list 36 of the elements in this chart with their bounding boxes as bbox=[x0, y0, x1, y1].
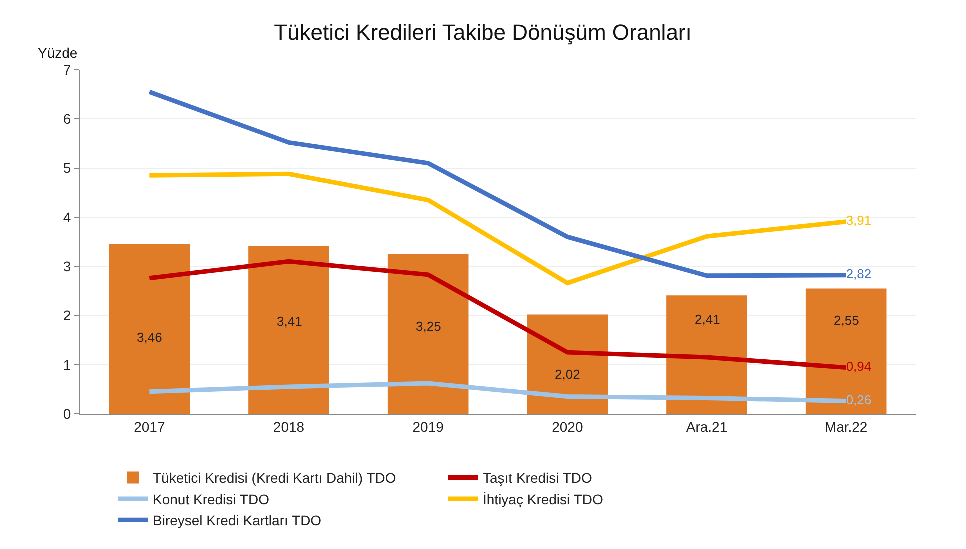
y-tick-label: 7 bbox=[63, 62, 72, 78]
data-label: 2,55 bbox=[834, 313, 860, 328]
y-tick-label: 5 bbox=[63, 160, 72, 176]
y-tick-label: 6 bbox=[63, 111, 72, 128]
data-label: 2,82 bbox=[846, 266, 872, 282]
bar bbox=[388, 254, 469, 414]
legend-label: Konut Kredisi TDO bbox=[153, 491, 270, 508]
data-label: 0,94 bbox=[846, 359, 872, 374]
x-tick-label: Mar.22 bbox=[824, 418, 868, 435]
y-tick-label: 4 bbox=[63, 209, 72, 226]
bar bbox=[806, 288, 887, 414]
bar bbox=[248, 246, 330, 414]
y-tick-label: 0 bbox=[63, 406, 72, 422]
bar bbox=[109, 244, 190, 414]
x-tick-label: 2020 bbox=[552, 418, 584, 435]
bar bbox=[666, 296, 748, 414]
data-label: 2,41 bbox=[695, 312, 720, 327]
x-tick-label: 2017 bbox=[134, 418, 166, 435]
x-tick-label: Ara.21 bbox=[686, 418, 728, 435]
y-tick-label: 3 bbox=[63, 258, 72, 274]
x-tick-label: 2018 bbox=[273, 418, 305, 435]
x-tick-label: 2019 bbox=[412, 418, 444, 435]
legend-label: Taşıt Kredisi TDO bbox=[483, 470, 593, 486]
data-label: 2,02 bbox=[555, 367, 580, 382]
data-label: 3,41 bbox=[277, 314, 302, 329]
y-tick-label: 2 bbox=[63, 308, 72, 324]
y-tick-label: 1 bbox=[63, 356, 72, 373]
legend-label: Bireysel Kredi Kartları TDO bbox=[153, 512, 322, 529]
legend-label: Tüketici Kredisi (Kredi Kartı Dahil) TDO bbox=[153, 470, 396, 486]
chart-title: Tüketici Kredileri Takibe Dönüşüm Oranları bbox=[274, 20, 692, 46]
legend-label: İhtiyaç Kredisi TDO bbox=[483, 491, 604, 508]
data-label: 3,25 bbox=[416, 319, 442, 334]
data-label: 3,46 bbox=[137, 330, 162, 345]
data-label: 0,26 bbox=[846, 392, 872, 408]
y-axis-title: Yüzde bbox=[38, 45, 78, 61]
data-label: 3,91 bbox=[846, 213, 872, 228]
